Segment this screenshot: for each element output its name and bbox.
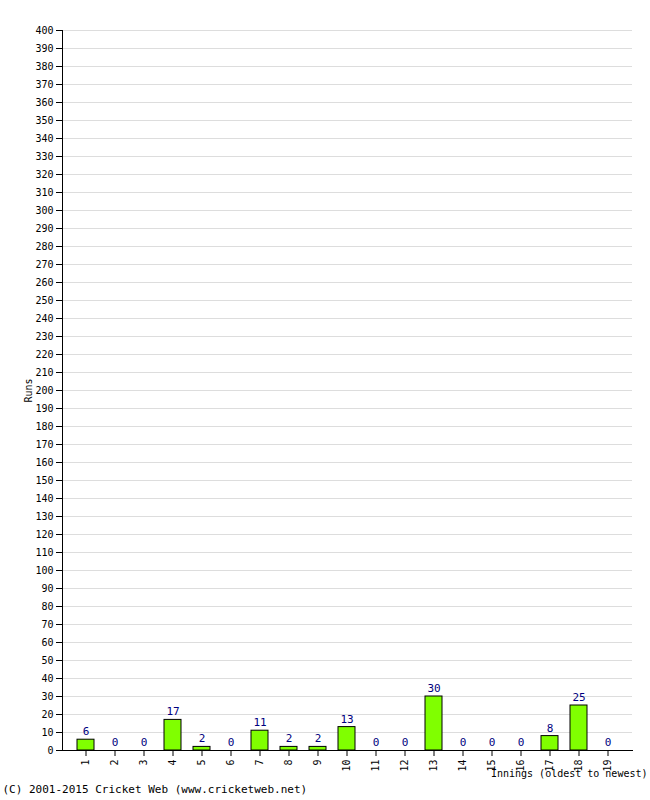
svg-text:20: 20 xyxy=(41,709,53,720)
svg-text:0: 0 xyxy=(460,736,467,749)
svg-text:100: 100 xyxy=(35,565,53,576)
svg-text:360: 360 xyxy=(35,97,53,108)
svg-text:290: 290 xyxy=(35,223,53,234)
svg-text:11: 11 xyxy=(253,716,266,729)
svg-text:3: 3 xyxy=(138,760,149,766)
svg-text:9: 9 xyxy=(312,760,323,766)
svg-text:2: 2 xyxy=(286,732,293,745)
svg-text:230: 230 xyxy=(35,331,53,342)
svg-text:130: 130 xyxy=(35,511,53,522)
svg-text:2: 2 xyxy=(199,732,206,745)
svg-text:0: 0 xyxy=(402,736,409,749)
svg-text:200: 200 xyxy=(35,385,53,396)
svg-text:270: 270 xyxy=(35,259,53,270)
svg-text:11: 11 xyxy=(370,760,381,772)
svg-text:210: 210 xyxy=(35,367,53,378)
svg-text:0: 0 xyxy=(47,745,53,756)
svg-text:120: 120 xyxy=(35,529,53,540)
svg-text:Innings (oldest to newest): Innings (oldest to newest) xyxy=(491,768,648,779)
svg-text:60: 60 xyxy=(41,637,53,648)
svg-text:5: 5 xyxy=(196,760,207,766)
svg-text:2: 2 xyxy=(109,760,120,766)
svg-text:30: 30 xyxy=(41,691,53,702)
svg-text:260: 260 xyxy=(35,277,53,288)
svg-text:8: 8 xyxy=(283,760,294,766)
svg-text:0: 0 xyxy=(518,736,525,749)
svg-text:6: 6 xyxy=(83,725,90,738)
svg-text:0: 0 xyxy=(373,736,380,749)
svg-text:Runs: Runs xyxy=(23,378,34,402)
svg-text:13: 13 xyxy=(340,713,353,726)
svg-text:160: 160 xyxy=(35,457,53,468)
svg-text:15: 15 xyxy=(486,759,498,772)
svg-text:13: 13 xyxy=(428,760,439,772)
svg-text:170: 170 xyxy=(35,439,53,450)
svg-text:4: 4 xyxy=(167,760,178,766)
svg-text:90: 90 xyxy=(41,583,53,594)
svg-text:16: 16 xyxy=(515,759,527,772)
svg-text:250: 250 xyxy=(35,295,53,306)
svg-text:0: 0 xyxy=(141,736,148,749)
svg-text:140: 140 xyxy=(35,493,53,504)
svg-text:50: 50 xyxy=(41,655,53,666)
svg-text:0: 0 xyxy=(112,736,119,749)
svg-text:30: 30 xyxy=(427,682,440,695)
svg-text:0: 0 xyxy=(489,736,496,749)
svg-text:40: 40 xyxy=(41,673,53,684)
svg-text:300: 300 xyxy=(35,205,53,216)
svg-text:110: 110 xyxy=(35,547,53,558)
svg-text:2: 2 xyxy=(315,732,322,745)
svg-text:12: 12 xyxy=(399,760,410,772)
svg-text:240: 240 xyxy=(35,313,53,324)
svg-text:150: 150 xyxy=(35,475,53,486)
svg-text:(C) 2001-2015 Cricket Web (www: (C) 2001-2015 Cricket Web (www.cricketwe… xyxy=(3,783,308,796)
svg-text:350: 350 xyxy=(35,115,53,126)
svg-text:19: 19 xyxy=(602,759,614,772)
svg-text:330: 330 xyxy=(35,151,53,162)
svg-text:280: 280 xyxy=(35,241,53,252)
svg-text:0: 0 xyxy=(228,736,235,749)
svg-text:400: 400 xyxy=(35,25,53,36)
svg-text:7: 7 xyxy=(254,760,265,766)
svg-text:320: 320 xyxy=(35,169,53,180)
svg-text:180: 180 xyxy=(35,421,53,432)
svg-text:380: 380 xyxy=(35,61,53,72)
svg-text:0: 0 xyxy=(605,736,612,749)
svg-text:340: 340 xyxy=(35,133,53,144)
svg-text:370: 370 xyxy=(35,79,53,90)
svg-text:10: 10 xyxy=(341,760,352,772)
svg-text:80: 80 xyxy=(41,601,53,612)
svg-text:17: 17 xyxy=(544,759,556,772)
svg-text:390: 390 xyxy=(35,43,53,54)
svg-text:190: 190 xyxy=(35,403,53,414)
svg-text:25: 25 xyxy=(572,691,585,704)
svg-text:14: 14 xyxy=(457,760,468,772)
svg-text:17: 17 xyxy=(166,705,179,718)
svg-text:1: 1 xyxy=(80,760,91,766)
svg-text:70: 70 xyxy=(41,619,53,630)
svg-text:6: 6 xyxy=(225,760,236,766)
svg-text:220: 220 xyxy=(35,349,53,360)
svg-text:10: 10 xyxy=(41,727,53,738)
svg-text:8: 8 xyxy=(547,722,554,735)
svg-text:18: 18 xyxy=(573,759,585,772)
svg-text:310: 310 xyxy=(35,187,53,198)
